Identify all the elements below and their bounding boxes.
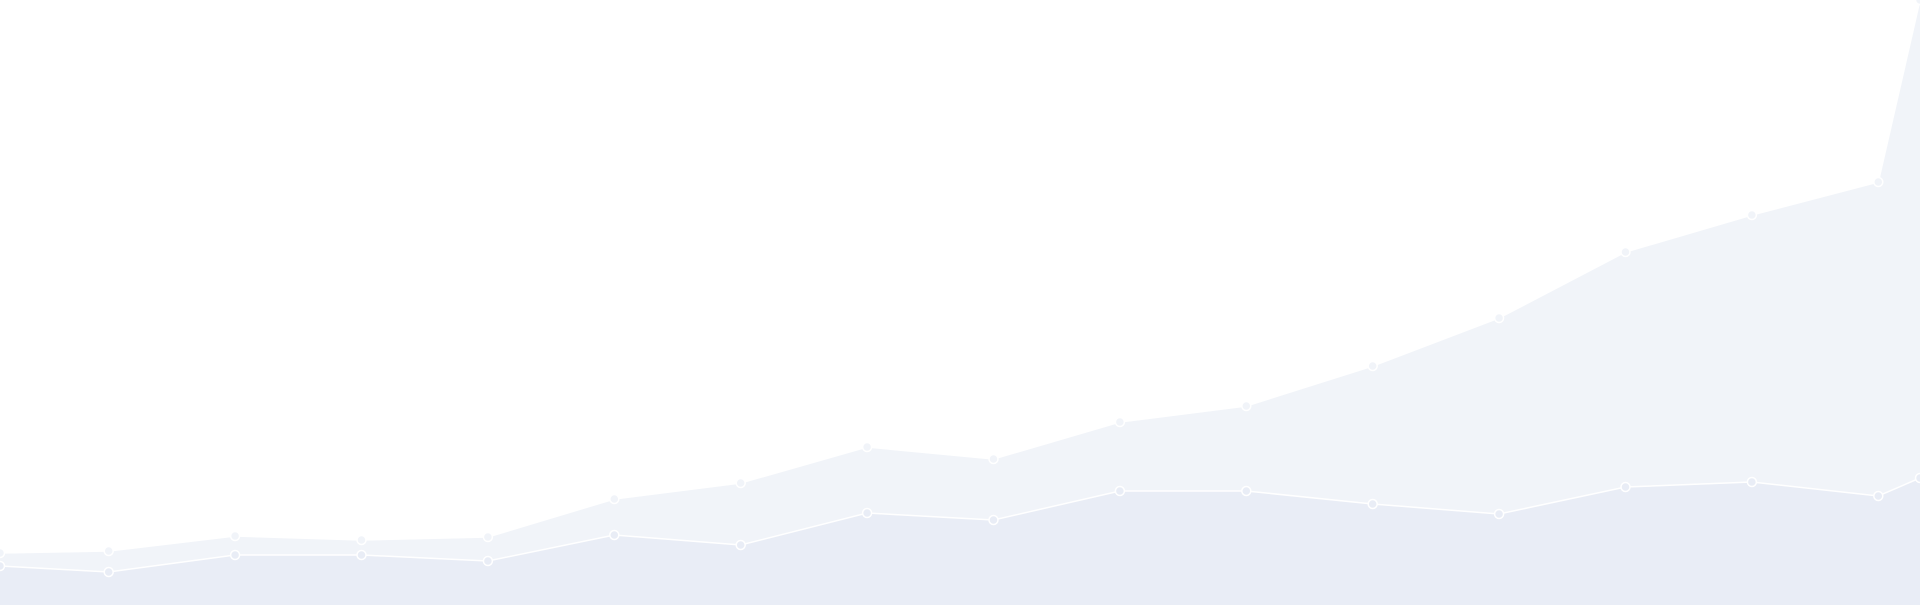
point-marker: [1241, 400, 1252, 412]
point-marker: [861, 441, 873, 453]
point-marker: [1746, 476, 1758, 488]
point-marker: [356, 534, 367, 546]
point-marker: [988, 453, 999, 465]
point-marker: [1914, 0, 1920, 6]
point-marker: [1873, 490, 1884, 502]
point-marker: [1493, 508, 1505, 520]
point-marker: [1114, 485, 1126, 497]
point-marker: [1367, 360, 1378, 372]
point-marker: [0, 560, 6, 572]
point-marker: [609, 493, 620, 505]
point-marker: [0, 547, 6, 559]
point-marker: [1367, 498, 1378, 510]
point-marker: [1493, 312, 1505, 324]
point-marker: [103, 566, 114, 578]
point-marker: [482, 531, 494, 543]
point-marker: [1114, 416, 1126, 428]
point-marker: [482, 555, 494, 567]
point-marker: [356, 549, 367, 561]
point-marker: [1914, 472, 1920, 484]
point-marker: [609, 529, 620, 541]
point-marker: [861, 507, 873, 519]
point-marker: [1620, 246, 1631, 258]
point-marker: [1746, 209, 1758, 221]
point-marker: [103, 545, 114, 557]
point-marker: [1620, 481, 1631, 493]
point-marker: [988, 514, 999, 526]
point-marker: [735, 539, 746, 551]
point-marker: [229, 549, 241, 561]
point-marker: [1873, 176, 1884, 188]
point-marker: [229, 530, 241, 542]
point-marker: [1241, 485, 1252, 497]
point-marker: [735, 477, 746, 489]
